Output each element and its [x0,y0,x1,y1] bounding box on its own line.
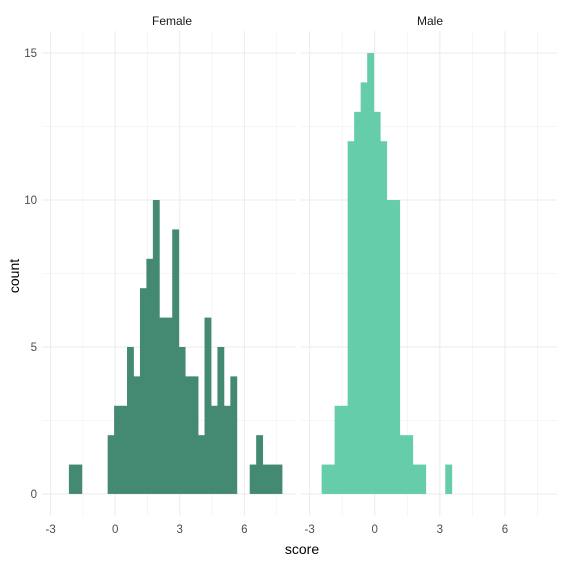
histogram-bar [191,376,199,494]
y-tick-label: 5 [31,342,37,354]
panel-male-bars [321,53,453,494]
histogram-bar [256,435,264,494]
histogram-bar [217,346,225,494]
histogram-bar [152,200,160,494]
y-tick-label: 15 [24,48,37,60]
histogram-bar [204,317,212,494]
histogram-bar [114,405,121,494]
histogram-bar [341,405,349,494]
histogram-bar [393,200,401,494]
y-tick-label: 0 [31,489,37,501]
histogram-bar [249,464,257,494]
histogram-bar [139,288,147,494]
x-tick-label: -3 [305,524,315,536]
histogram-bar [347,141,355,494]
panel-male-x-ticks: -3 0 3 6 [305,524,509,536]
y-axis-title: count [6,259,22,293]
panel-female-bars [68,200,283,494]
panel-male: Male -3 0 3 6 [301,14,557,536]
panel-female: Female -3 0 3 6 [42,14,296,536]
x-tick-label: -3 [45,524,55,536]
histogram-bar [230,376,238,494]
histogram-bar [165,317,173,494]
histogram-bar [185,376,193,494]
x-tick-label: 0 [372,524,378,536]
histogram-bar [178,346,186,494]
histogram-bar [75,464,83,494]
histogram-bar [210,405,218,494]
histogram-bar [275,464,283,494]
histogram-bar [380,141,388,494]
histogram-bar [445,464,453,494]
histogram-bar [386,200,394,494]
histogram-bar [159,317,167,494]
panel-strip-label-male: Male [417,14,443,28]
histogram-bar [223,405,231,494]
histogram-bar [198,435,205,494]
y-axis-ticks: 0 5 10 15 [24,48,37,501]
histogram-bar [406,435,414,494]
histogram-bar [354,111,362,494]
x-tick-label: 3 [177,524,183,536]
x-tick-label: 3 [437,524,443,536]
panel-female-x-ticks: -3 0 3 6 [45,524,247,536]
histogram-bar [328,464,336,494]
histogram-bar [419,464,427,494]
histogram-bar [146,258,154,494]
histogram-bar [373,111,381,494]
histogram-bar [68,464,76,494]
histogram-bar [107,435,115,494]
histogram-bar [334,405,342,494]
x-tick-label: 0 [112,524,118,536]
x-tick-label: 6 [241,524,247,536]
y-tick-label: 10 [24,195,37,207]
histogram-bar [269,464,276,494]
histogram-bar [321,464,329,494]
histogram-bar [367,53,375,494]
panel-strip-label-female: Female [152,14,192,28]
histogram-bar [120,405,128,494]
histogram-bar [127,346,134,494]
histogram-bar [172,229,180,494]
histogram-bar [412,464,420,494]
histogram-bar [399,435,407,494]
histogram-bar [133,376,141,494]
x-tick-label: 6 [502,524,508,536]
x-axis-title: score [285,541,319,557]
histogram-bar [262,464,270,494]
histogram-bar [360,82,368,494]
